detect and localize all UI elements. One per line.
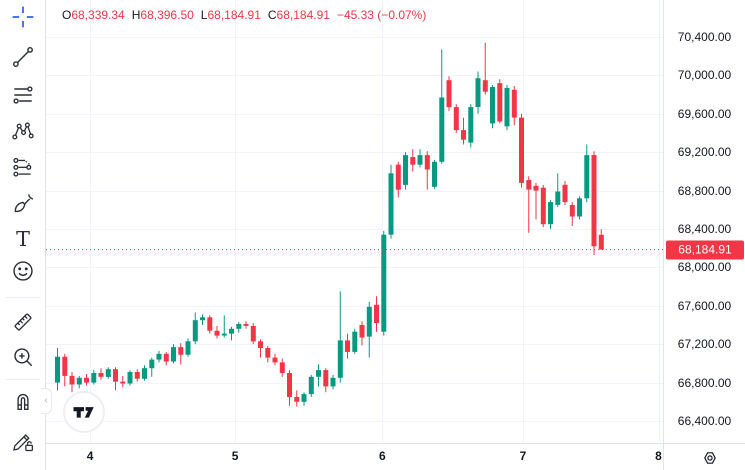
open-label: O (62, 8, 72, 22)
change-value: −45.33 (−0.07%) (336, 8, 427, 22)
grid (46, 0, 663, 443)
price-tick-label: 69,200.00 (677, 145, 732, 160)
price-axis[interactable]: 70,400.00 70,000.00 69,600.00 69,200.00 68,8… (663, 0, 745, 470)
price-tick-label: 70,000.00 (677, 68, 732, 83)
price-tick-label: 68,400.00 (677, 222, 732, 236)
drawing-toolbar: ‹ T (0, 0, 52, 470)
zoom-in-tool[interactable] (7, 341, 39, 373)
time-tick-label: 5 (231, 449, 239, 463)
forecast-tool[interactable] (7, 151, 39, 183)
high-value: 68,396.50 (140, 8, 194, 22)
time-axis[interactable]: 4 5 6 7 8 (46, 443, 663, 470)
tradingview-logo-icon (73, 407, 94, 418)
chart-area[interactable]: O68,339.34 H68,396.50 L68,184.91 C68,184.91… (46, 0, 663, 443)
candlestick-plot[interactable] (46, 0, 663, 443)
toolbar-separator (6, 297, 40, 298)
price-tick-label: 66,800.00 (677, 375, 732, 390)
text-tool[interactable]: T (7, 223, 39, 255)
fib-retracement-tool[interactable] (7, 79, 39, 111)
tradingview-logo[interactable] (63, 391, 105, 433)
lock-drawings-tool[interactable] (7, 425, 39, 457)
low-value: 68,184.91 (207, 8, 261, 22)
time-tick-label: 4 (86, 449, 94, 463)
toolbar-separator (6, 379, 40, 380)
time-tick-label: 8 (655, 449, 662, 463)
close-label: C (267, 8, 277, 22)
price-tick-label: 66,400.00 (677, 414, 732, 428)
price-tick-label: 67,200.00 (677, 337, 732, 352)
xabcd-pattern-tool[interactable] (7, 115, 39, 147)
time-tick-label: 7 (519, 449, 527, 463)
high-label: H (131, 8, 141, 22)
close-value: 68,184.91 (276, 8, 330, 22)
magnet-tool[interactable] (7, 384, 39, 416)
price-tick-label: 67,600.00 (677, 298, 732, 313)
chart-settings-icon[interactable] (701, 449, 719, 467)
ohlc-legend: O68,339.34 H68,396.50 L68,184.91 C68,184.91… (62, 8, 426, 22)
emoji-tool[interactable] (7, 255, 39, 287)
last-price-label: 68,184.91 (666, 240, 744, 260)
price-tick-label: 68,000.00 (677, 260, 732, 275)
axis-corner (664, 443, 745, 470)
crosshair-tool[interactable] (7, 1, 39, 33)
trend-line-tool[interactable] (7, 41, 39, 73)
candles (55, 42, 604, 407)
toolbar-collapse-tab[interactable]: ‹ (41, 388, 52, 414)
ruler-tool[interactable] (7, 306, 39, 338)
svg-text:T: T (16, 227, 30, 251)
time-tick-label: 6 (378, 449, 386, 463)
price-tick-label: 69,600.00 (677, 106, 732, 121)
price-tick-label: 70,400.00 (677, 30, 732, 44)
brush-tool[interactable] (7, 187, 39, 219)
low-label: L (200, 8, 208, 22)
price-tick-label: 68,800.00 (677, 183, 732, 198)
open-value: 68,339.34 (71, 8, 125, 22)
